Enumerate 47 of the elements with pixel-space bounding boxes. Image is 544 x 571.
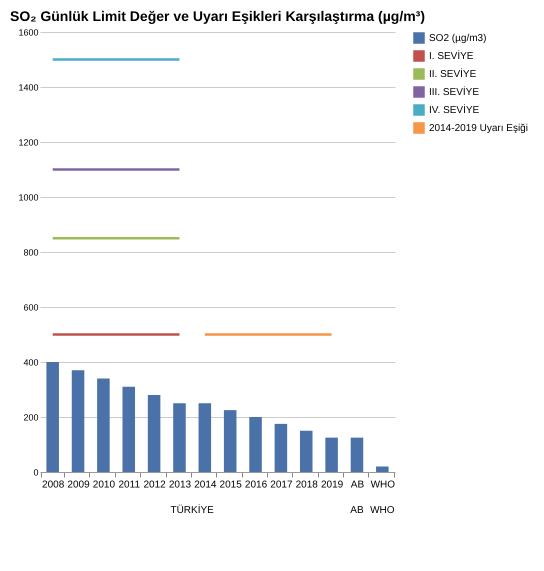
legend-label: III. SEVİYE bbox=[429, 86, 480, 98]
x-tick-label: 2009 bbox=[67, 480, 90, 490]
text: WHO bbox=[370, 505, 395, 516]
text: AB bbox=[350, 505, 364, 516]
x-tick-label: 2008 bbox=[42, 480, 65, 490]
bar bbox=[72, 370, 84, 472]
bar bbox=[148, 395, 160, 472]
x-tick-label: WHO bbox=[370, 480, 396, 490]
legend-label: 2014-2019 Uyarı Eşiği bbox=[429, 123, 528, 134]
bar bbox=[300, 430, 313, 472]
bar bbox=[122, 386, 136, 472]
legend-label: SO2 (µg/m3) bbox=[429, 33, 486, 44]
bar bbox=[198, 403, 212, 472]
bar bbox=[376, 466, 389, 472]
y-tick-label: 1000 bbox=[18, 192, 38, 202]
text: TÜRKİYE bbox=[170, 504, 214, 516]
bar bbox=[325, 438, 338, 472]
x-tick-label: 2011 bbox=[118, 480, 140, 490]
x-tick-label: 2019 bbox=[320, 480, 344, 490]
bar bbox=[224, 410, 236, 472]
bar bbox=[274, 424, 288, 472]
x-tick-label: 2016 bbox=[244, 480, 268, 490]
chart-title: SO₂ Günlük Limit Değer ve Uyarı Eşikleri Karşılaştırma (µg/m³) bbox=[10, 8, 425, 24]
y-tick-label: 200 bbox=[23, 412, 38, 422]
y-tick-label: 400 bbox=[23, 358, 38, 368]
x-tick-label: 2013 bbox=[168, 480, 192, 490]
x-tick-label: 2012 bbox=[143, 480, 166, 490]
y-tick-label: 1600 bbox=[18, 28, 38, 38]
x-tick-label: 2015 bbox=[220, 480, 242, 490]
legend-label: II. SEVİYE bbox=[429, 68, 477, 80]
bar bbox=[97, 378, 110, 472]
y-tick-label: 600 bbox=[23, 302, 38, 312]
legend-label: IV. SEVİYE bbox=[429, 104, 480, 116]
y-tick-label: 1200 bbox=[18, 138, 38, 148]
bar bbox=[350, 438, 364, 472]
bar bbox=[249, 417, 262, 472]
x-tick-label: 2017 bbox=[270, 480, 293, 490]
bar bbox=[173, 403, 186, 472]
x-tick-label: 2010 bbox=[92, 480, 116, 490]
x-tick-label: 2014 bbox=[194, 480, 217, 490]
legend-label: I. SEVİYE bbox=[429, 50, 474, 62]
y-tick-label: 0 bbox=[33, 468, 38, 478]
x-tick-label: AB bbox=[350, 480, 364, 490]
x-tick-label: 2018 bbox=[296, 480, 318, 490]
bar bbox=[46, 362, 59, 472]
y-tick-label: 800 bbox=[23, 248, 38, 258]
y-tick-label: 1400 bbox=[18, 82, 38, 92]
